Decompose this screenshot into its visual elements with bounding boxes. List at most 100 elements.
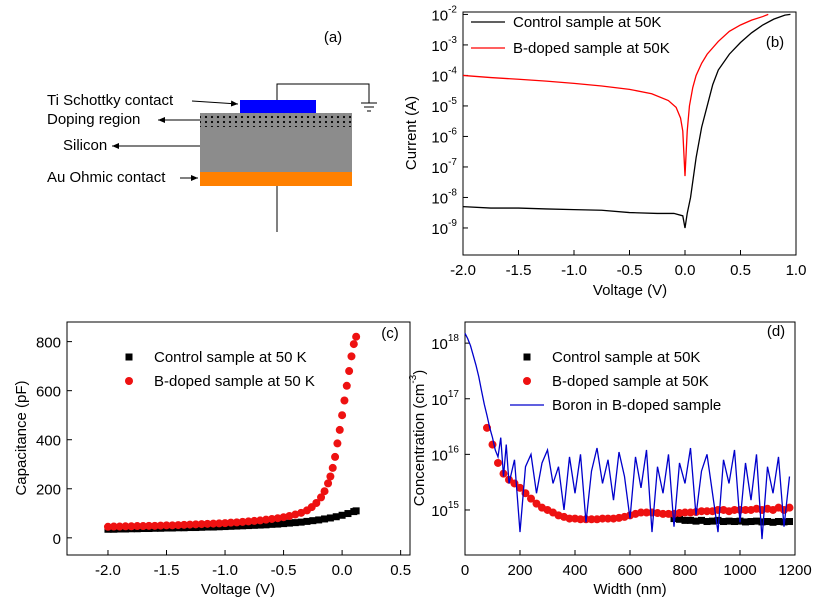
data-point: [333, 439, 342, 448]
diagram-label: Au Ohmic contact: [47, 169, 166, 186]
data-point: [291, 519, 299, 527]
tick-label: -1.5: [154, 562, 180, 579]
tick-label: 600: [36, 384, 61, 401]
tick-label: 0.5: [390, 562, 411, 579]
tick-label: 1200: [778, 562, 811, 579]
tick-label-exponent: -7: [448, 157, 457, 168]
data-point: [109, 522, 118, 531]
tick-label: -0.5: [617, 262, 643, 279]
tick-label-base: 10: [431, 129, 448, 146]
data-line: [464, 333, 791, 540]
data-point: [347, 352, 356, 361]
data-point: [320, 487, 329, 496]
data-point: [285, 519, 293, 527]
y-axis-label-text: Current (A): [403, 96, 420, 170]
tick-label: -2.0: [95, 562, 121, 579]
legend-swatch: [523, 353, 531, 361]
tick-label-exponent: -8: [448, 187, 457, 198]
tick-label: 0.5: [730, 262, 751, 279]
data-point: [250, 521, 258, 529]
tick-label-exponent: -9: [448, 218, 457, 229]
y-axis-label: Current (A): [403, 96, 420, 170]
data-point: [326, 472, 335, 481]
tick-label: -0.5: [271, 562, 297, 579]
legend-label: Control sample at 50K: [552, 349, 700, 366]
tick-label-exponent: 16: [448, 444, 460, 455]
data-point: [698, 516, 705, 524]
panel-label: (c): [381, 325, 399, 342]
data-point: [162, 521, 171, 530]
data-point: [527, 494, 535, 503]
y-axis-label-text: Capacitance (pF): [13, 380, 30, 495]
data-point: [703, 518, 711, 526]
data-point: [262, 515, 271, 524]
data-point: [328, 463, 337, 472]
wire: [276, 83, 370, 103]
data-point: [244, 517, 253, 526]
tick-label-base: -2.0: [95, 562, 121, 579]
data-point: [180, 520, 189, 529]
data-point: [232, 518, 241, 527]
data-point: [335, 425, 344, 434]
y-axis-label-text: ): [411, 370, 428, 375]
tick-label-base: 10: [431, 7, 448, 24]
tick-label-base: 10: [431, 221, 448, 238]
diagram-label: Silicon: [63, 137, 107, 154]
data-point: [133, 522, 142, 531]
y-axis-label: Capacitance (pF): [13, 380, 30, 495]
data-point: [742, 518, 749, 526]
data-point: [676, 515, 683, 523]
data-point: [150, 521, 159, 530]
tick-label: 800: [36, 335, 61, 352]
data-point: [349, 340, 358, 349]
tick-label-base: 0.0: [332, 562, 353, 579]
data-point: [758, 518, 766, 526]
legend-swatch: [125, 377, 133, 385]
legend-label: Boron in B-doped sample: [552, 397, 721, 414]
data-point: [637, 508, 645, 517]
data-point: [203, 519, 212, 528]
data-point: [168, 521, 177, 530]
schottky-contact: [240, 100, 316, 113]
doping-region: [200, 113, 352, 127]
data-point: [338, 511, 346, 519]
tick-label-exponent: 18: [448, 333, 460, 344]
data-point: [338, 411, 347, 420]
data-point: [565, 514, 574, 523]
data-point: [250, 516, 259, 525]
data-point: [576, 515, 585, 524]
y-axis-label-exponent: -3: [408, 374, 419, 383]
data-point: [516, 483, 524, 492]
data-line: [462, 13, 769, 177]
legend-label: B-doped sample at 50 K: [154, 373, 315, 390]
data-point: [256, 516, 265, 525]
legend-label: Control sample at 50K: [513, 14, 661, 31]
ohmic-contact: [200, 172, 352, 186]
device-diagram: (a) Ti Schottky contact Doping region Si…: [47, 29, 377, 232]
y-axis-label-text: Concentration (cm: [411, 384, 428, 507]
tick-label-base: 10: [431, 38, 448, 55]
tick-label-base: 10: [431, 190, 448, 207]
tick-label-exponent: 15: [448, 500, 460, 511]
tick-label-base: -2.0: [450, 262, 476, 279]
data-point: [297, 518, 305, 526]
data-point: [753, 517, 760, 525]
data-point: [786, 518, 793, 526]
data-point: [775, 518, 782, 526]
data-point: [709, 517, 716, 525]
data-point: [274, 520, 282, 528]
tick-label-base: 10: [431, 503, 448, 520]
data-point: [321, 515, 329, 523]
tick-label: 1016: [431, 444, 459, 464]
data-point: [156, 521, 165, 530]
data-point: [764, 518, 771, 526]
x-axis-label: Voltage (V): [201, 581, 275, 598]
data-point: [659, 509, 667, 518]
data-point: [197, 520, 206, 529]
data-point: [664, 509, 673, 518]
data-point: [769, 518, 777, 526]
data-point: [598, 514, 607, 523]
data-point: [681, 508, 689, 517]
tick-label-exponent: 17: [448, 388, 460, 399]
